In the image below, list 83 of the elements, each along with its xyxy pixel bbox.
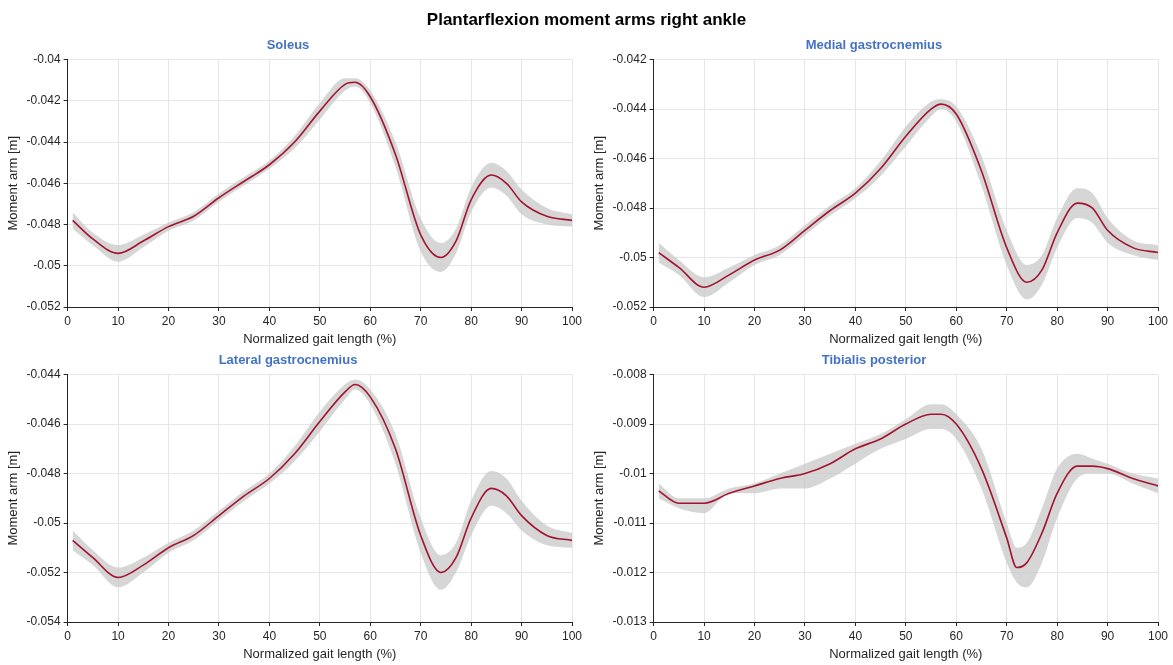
x-tick-label: 80: [464, 313, 479, 328]
x-tick-label: 90: [1100, 628, 1115, 643]
y-tick-label: -0.04: [33, 51, 61, 66]
x-tick-label: 70: [1000, 628, 1014, 643]
y-tick-label: -0.048: [26, 216, 61, 231]
x-tick-label: 50: [313, 628, 327, 643]
y-tick-label: -0.013: [612, 614, 647, 629]
x-tick-label: 10: [111, 313, 126, 328]
y-tick-label: -0.044: [612, 101, 647, 116]
x-tick-label: 0: [64, 628, 72, 643]
x-tick-label: 10: [697, 628, 712, 643]
x-tick-label: 10: [111, 628, 126, 643]
x-tick-label: 30: [798, 313, 812, 328]
x-tick-label: 50: [899, 628, 913, 643]
x-tick-label: 80: [464, 628, 479, 643]
chart-title: Tibialis posterior: [821, 352, 927, 368]
y-axis-title: Moment arm [m]: [5, 450, 21, 546]
x-tick-label: 0: [650, 628, 658, 643]
y-tick-label: -0.012: [612, 564, 647, 579]
x-tick-label: 0: [650, 313, 658, 328]
y-tick-label: -0.052: [26, 299, 61, 314]
x-tick-label: 100: [1147, 313, 1169, 328]
y-axis-title: Moment arm [m]: [5, 135, 21, 231]
x-axis-title: Normalized gait length (%): [243, 645, 397, 661]
x-tick-label: 40: [848, 628, 863, 643]
x-tick-label: 90: [514, 628, 529, 643]
chart-title: Medial gastrocnemius: [805, 37, 943, 53]
x-tick-label: 100: [1147, 628, 1169, 643]
y-tick-label: -0.042: [612, 51, 647, 66]
x-tick-label: 100: [561, 313, 583, 328]
x-tick-label: 20: [161, 628, 176, 643]
y-tick-label: -0.048: [612, 200, 647, 215]
y-tick-label: -0.048: [26, 465, 61, 480]
x-tick-label: 30: [212, 313, 226, 328]
x-tick-label: 20: [747, 313, 762, 328]
x-tick-label: 10: [697, 313, 712, 328]
x-tick-label: 20: [747, 628, 762, 643]
x-tick-label: 70: [414, 628, 428, 643]
x-tick-label: 60: [949, 313, 964, 328]
x-tick-label: 30: [798, 628, 812, 643]
y-tick-label: -0.046: [26, 175, 61, 190]
x-tick-label: 70: [1000, 313, 1014, 328]
x-tick-label: 40: [848, 313, 863, 328]
chart-title: Soleus: [266, 37, 310, 53]
x-tick-label: 90: [1100, 313, 1115, 328]
y-tick-label: -0.008: [612, 366, 647, 381]
x-tick-label: 80: [1050, 628, 1065, 643]
x-tick-label: 80: [1050, 313, 1065, 328]
y-tick-label: -0.01: [619, 465, 647, 480]
y-axis-title: Moment arm [m]: [591, 450, 607, 546]
y-tick-label: -0.05: [619, 249, 647, 264]
x-tick-label: 30: [212, 628, 226, 643]
y-tick-label: -0.042: [26, 93, 61, 108]
x-tick-label: 0: [64, 313, 72, 328]
y-tick-label: -0.011: [613, 515, 647, 530]
y-tick-label: -0.052: [26, 564, 61, 579]
x-axis-title: Normalized gait length (%): [829, 645, 983, 661]
y-tick-label: -0.052: [612, 299, 647, 314]
x-tick-label: 50: [899, 313, 913, 328]
y-tick-label: -0.054: [26, 614, 61, 629]
y-tick-label: -0.046: [612, 150, 647, 165]
y-tick-label: -0.044: [26, 366, 61, 381]
x-tick-label: 70: [414, 313, 428, 328]
x-axis-title: Normalized gait length (%): [243, 330, 397, 346]
y-tick-label: -0.044: [26, 134, 61, 149]
chart-title: Lateral gastrocnemius: [218, 352, 358, 368]
x-axis-title: Normalized gait length (%): [829, 330, 983, 346]
x-tick-label: 60: [949, 628, 964, 643]
y-tick-label: -0.009: [612, 416, 647, 431]
y-axis-title: Moment arm [m]: [591, 135, 607, 231]
x-tick-label: 20: [161, 313, 176, 328]
x-tick-label: 60: [363, 313, 378, 328]
x-tick-label: 50: [313, 313, 327, 328]
x-tick-label: 90: [514, 313, 529, 328]
y-tick-label: -0.05: [33, 515, 61, 530]
line-series: [657, 413, 1158, 569]
x-tick-label: 40: [262, 313, 277, 328]
x-tick-label: 40: [262, 628, 277, 643]
y-tick-label: -0.046: [26, 416, 61, 431]
x-tick-label: 100: [561, 628, 583, 643]
y-tick-label: -0.05: [33, 258, 61, 273]
x-tick-label: 60: [363, 628, 378, 643]
text: Plantarflexion moment arms right ankle: [426, 10, 747, 29]
